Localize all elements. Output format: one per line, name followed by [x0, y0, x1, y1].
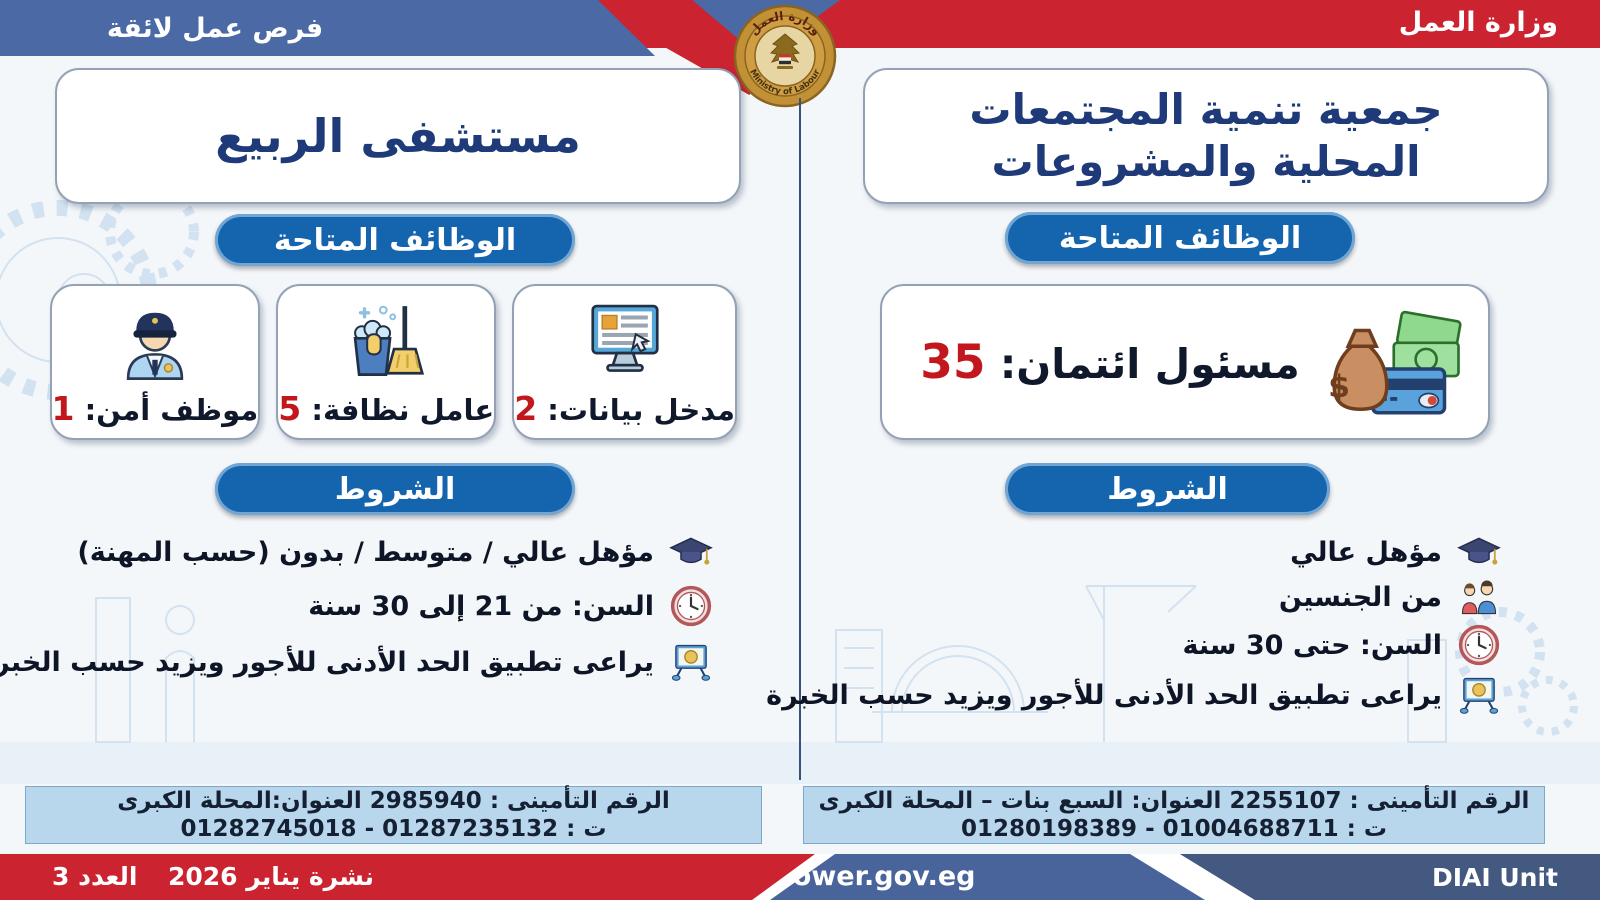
- clock-icon: [667, 585, 715, 627]
- right-contact-bar: الرقم التأمينى : 2255107 العنوان: السبع …: [803, 786, 1545, 844]
- left-contact-bar: الرقم التأمينى : 2985940 العنوان:المحلة …: [25, 786, 762, 844]
- center-divider: [799, 98, 801, 780]
- condition-row: السن: حتى 30 سنة: [858, 624, 1503, 666]
- security-guard-icon: [52, 298, 259, 384]
- right-conditions-list: مؤهل عالي من الجنسين: [766, 534, 1503, 715]
- job-card-security: موظف أمن: 1: [49, 284, 261, 440]
- left-conditions-list: مؤهل عالي / متوسط / بدون (حسب المهنة) ال…: [0, 534, 715, 682]
- job-label: موظف أمن: 1: [51, 389, 259, 428]
- two-people-icon: [1455, 579, 1503, 615]
- job-count: 5: [278, 389, 302, 428]
- condition-row: السن: من 21 إلى 30 سنة: [60, 585, 715, 627]
- left-contact-line1: الرقم التأمينى : 2985940 العنوان:المحلة …: [117, 788, 670, 814]
- graduation-cap-icon: [1455, 534, 1503, 570]
- left-contact-line2: ت : 01287235132 - 01282745018: [180, 816, 607, 842]
- condition-row: مؤهل عالي / متوسط / بدون (حسب المهنة): [60, 534, 715, 570]
- program-tag-banner: فرص عمل لائقة: [0, 0, 655, 56]
- right-employer-title-card: جمعية تنمية المجتمعات المحلية والمشروعات: [863, 68, 1549, 204]
- left-conditions-header-pill: الشروط: [215, 463, 575, 515]
- left-employer-title-card: مستشفى الربيع: [55, 68, 741, 204]
- right-jobs-header-pill: الوظائف المتاحة: [1005, 212, 1355, 264]
- right-employer-name-line1: جمعية تنمية المجتمعات: [969, 84, 1443, 134]
- job-label: مسئول ائتمان: 35: [920, 334, 1300, 390]
- footer-red-section: [0, 854, 815, 900]
- condition-row: يراعى تطبيق الحد الأدنى للأجور ويزيد حسب…: [766, 675, 1503, 715]
- svg-text:$: $: [1329, 369, 1350, 405]
- job-label: مدخل بيانات: 2: [514, 389, 735, 428]
- clock-icon: [1455, 624, 1503, 666]
- job-label: عامل نظافة: 5: [278, 389, 495, 428]
- job-card-data-entry: مدخل بيانات: 2: [512, 284, 737, 440]
- right-conditions-header-pill: الشروط: [1005, 463, 1330, 515]
- footer: www.manpower.gov.eg DIAI Unit العدد 3 نش…: [0, 854, 1600, 900]
- job-count: 35: [920, 334, 986, 390]
- computer-wage-icon: [1455, 675, 1503, 715]
- job-card-cleaner: عامل نظافة: 5: [276, 284, 497, 440]
- condition-row: مؤهل عالي: [858, 534, 1503, 570]
- issue-number: العدد 3: [52, 862, 138, 891]
- data-entry-icon: [514, 298, 735, 384]
- left-employer-name: مستشفى الربيع: [215, 109, 581, 163]
- money-icon: $: [1324, 306, 1474, 418]
- job-card-credit-officer: $ مسئول ائتمان: 35: [880, 284, 1490, 440]
- right-employer-name-line2: المحلية والمشروعات: [991, 137, 1421, 186]
- left-jobs-header-pill: الوظائف المتاحة: [215, 214, 575, 266]
- job-count: 2: [514, 389, 538, 428]
- condition-row: يراعى تطبيق الحد الأدنى للأجور ويزيد حسب…: [0, 642, 715, 682]
- bulletin-date: نشرة يناير 2026: [168, 862, 375, 891]
- graduation-cap-icon: [667, 534, 715, 570]
- ministry-name: وزارة العمل: [1398, 7, 1558, 38]
- ministry-of-labour-seal-icon: وزارة العمل Ministry of Labour: [733, 4, 837, 108]
- condition-row: من الجنسين: [858, 579, 1503, 615]
- right-contact-line2: ت : 01004688711 - 01280198389: [961, 816, 1387, 842]
- program-tag-label: فرص عمل لائقة: [106, 12, 324, 44]
- unit-label: DIAI Unit: [1431, 862, 1558, 892]
- cleaning-icon: [278, 298, 494, 384]
- footer-unit-section: DIAI Unit: [1180, 854, 1600, 900]
- right-contact-line1: الرقم التأمينى : 2255107 العنوان: السبع …: [818, 788, 1530, 814]
- job-count: 1: [51, 389, 75, 428]
- computer-wage-icon: [667, 642, 715, 682]
- left-jobs-row: مدخل بيانات: 2: [49, 284, 737, 440]
